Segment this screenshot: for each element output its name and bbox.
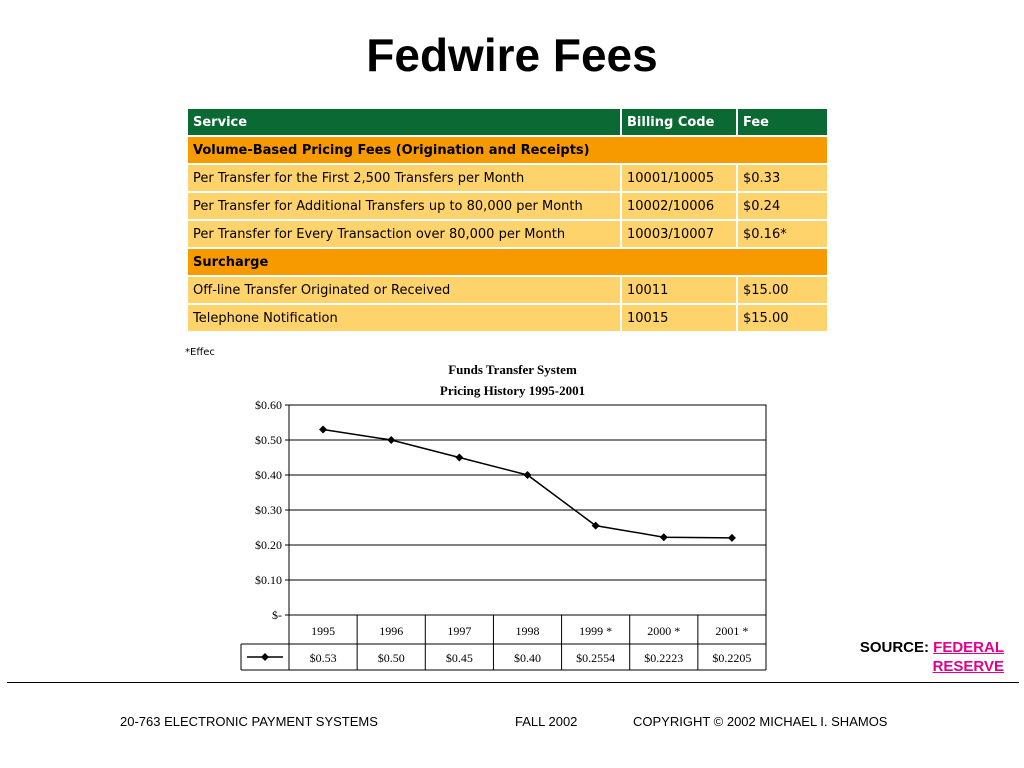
table-footnote: *Effec (185, 347, 215, 358)
table-header-billing-code: Billing Code (622, 109, 736, 135)
table-section-row: Surcharge (188, 249, 827, 275)
x-category-label: 1996 (379, 624, 403, 638)
section-surcharge: Surcharge (188, 249, 827, 275)
data-point (591, 521, 600, 530)
footer-copyright: COPYRIGHT © 2002 MICHAEL I. SHAMOS (633, 714, 888, 729)
x-category-label: 1999 * (579, 624, 612, 638)
service-cell: Per Transfer for Additional Transfers up… (188, 193, 620, 219)
data-value-label: $0.2205 (712, 651, 751, 665)
data-point (523, 471, 532, 479)
service-cell: Per Transfer for the First 2,500 Transfe… (188, 165, 620, 191)
source-label: SOURCE: (859, 639, 929, 656)
table-row: Per Transfer for Every Transaction over … (188, 221, 827, 247)
footer-course: 20-763 ELECTRONIC PAYMENT SYSTEMS (120, 714, 378, 729)
x-category-label: 2000 * (647, 624, 680, 638)
service-cell: Telephone Notification (188, 305, 620, 331)
billing-code-cell: 10002/10006 (622, 193, 736, 219)
chart-title: Funds Transfer System (448, 362, 577, 377)
plot-area (288, 404, 767, 616)
footer-divider (7, 682, 1019, 683)
y-tick-label: $0.60 (255, 398, 282, 412)
data-value-label: $0.2554 (576, 651, 615, 665)
chart-subtitle: Pricing History 1995-2001 (439, 383, 586, 398)
table-header-fee: Fee (738, 109, 827, 135)
data-point (319, 425, 328, 434)
table-header-service: Service (188, 109, 620, 135)
fee-table: Service Billing Code Fee Volume-Based Pr… (186, 107, 829, 333)
x-category-label: 1997 (447, 624, 471, 638)
y-tick-label: $0.50 (255, 433, 282, 447)
data-value-label: $0.40 (514, 651, 541, 665)
data-point (387, 436, 396, 444)
series-line (322, 428, 732, 539)
fee-cell: $0.24 (738, 193, 827, 219)
data-point (455, 453, 464, 462)
section-volume-based: Volume-Based Pricing Fees (Origination a… (188, 137, 827, 163)
billing-code-cell: 10015 (622, 305, 736, 331)
table-row: Off-line Transfer Originated or Received… (188, 277, 827, 303)
table-row: Per Transfer for the First 2,500 Transfe… (188, 165, 827, 191)
x-category-label: 1995 (311, 624, 335, 638)
fee-cell: $15.00 (738, 277, 827, 303)
source-note: SOURCE: FEDERAL RESERVE (860, 638, 1004, 676)
fee-cell: $0.16* (738, 221, 827, 247)
data-value-label: $0.45 (446, 651, 473, 665)
pricing-history-chart: $0.60 $0.50 $0.40 $0.30 $0.20 $0.10 $- 1995 1996… (240, 398, 767, 671)
data-point (659, 533, 668, 542)
page-title: Fedwire Fees (366, 29, 658, 81)
table-row: Telephone Notification 10015 $15.00 (188, 305, 827, 331)
x-category-label: 1998 (516, 624, 540, 638)
billing-code-cell: 10001/10005 (622, 165, 736, 191)
y-tick-label: $0.10 (255, 573, 282, 587)
data-point (727, 533, 736, 542)
federal-reserve-link[interactable]: FEDERAL RESERVE (932, 639, 1004, 675)
service-cell: Off-line Transfer Originated or Received (188, 277, 620, 303)
table-header-row: Service Billing Code Fee (188, 109, 827, 135)
table-row: Per Transfer for Additional Transfers up… (188, 193, 827, 219)
legend-marker (261, 653, 269, 661)
y-tick-label: $0.20 (255, 538, 282, 552)
data-value-label: $0.2223 (644, 651, 683, 665)
data-value-label: $0.53 (310, 651, 337, 665)
x-category-label: 2001 * (715, 624, 748, 638)
table-section-row: Volume-Based Pricing Fees (Origination a… (188, 137, 827, 163)
fee-cell: $15.00 (738, 305, 827, 331)
y-tick-label: $0.40 (255, 468, 282, 482)
y-tick-label: $- (272, 608, 282, 622)
data-value-label: $0.50 (378, 651, 405, 665)
fee-cell: $0.33 (738, 165, 827, 191)
y-tick-label: $0.30 (255, 503, 282, 517)
footer-term: FALL 2002 (515, 714, 578, 729)
billing-code-cell: 10003/10007 (622, 221, 736, 247)
billing-code-cell: 10011 (622, 277, 736, 303)
service-cell: Per Transfer for Every Transaction over … (188, 221, 620, 247)
